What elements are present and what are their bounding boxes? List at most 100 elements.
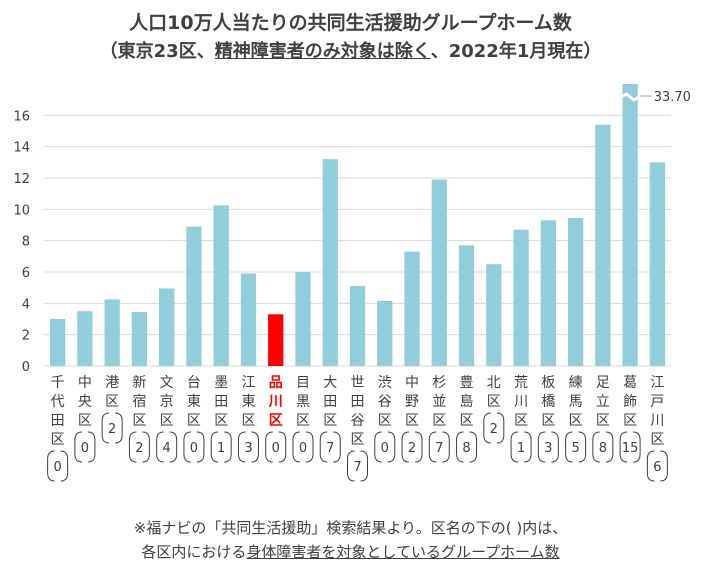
category-count: 5: [571, 441, 579, 456]
category-label: 中: [78, 375, 92, 391]
category-count: 0: [190, 441, 198, 456]
count-paren-close: [633, 431, 641, 463]
y-tick-label: 4: [22, 297, 30, 312]
count-paren-open: [319, 431, 328, 463]
count-paren-close: [360, 450, 368, 482]
bar: [49, 319, 66, 366]
category-count: 7: [326, 441, 334, 456]
category-label: 文: [160, 375, 174, 391]
category-label: 馬: [569, 394, 583, 410]
category-label: 飾: [623, 394, 637, 410]
category-count: 0: [81, 441, 89, 456]
category-label: 野: [405, 394, 419, 410]
category-label: 谷: [378, 394, 392, 410]
category-label: 区: [378, 413, 392, 429]
category-label: 戸: [650, 394, 664, 410]
category-label: 田: [214, 394, 228, 410]
subtitle-prefix: （東京23区、: [99, 41, 215, 62]
category-label: 代: [51, 394, 65, 410]
category-label: 京: [160, 394, 174, 410]
count-paren-close: [278, 431, 287, 463]
category-count: 3: [244, 441, 252, 456]
category-label: 区: [132, 413, 146, 429]
footnote-line2: 各区内における身体障害者を対象としているグループホーム数: [0, 541, 701, 562]
count-paren-close: [605, 431, 614, 463]
bar: [322, 159, 338, 366]
count-paren-open: [619, 431, 628, 463]
count-paren-close: [578, 431, 587, 463]
chart-subtitle: （東京23区、精神障害者のみ対象は除く、2022年1月現在）: [0, 37, 701, 63]
bar: [240, 273, 257, 366]
count-paren-open: [210, 431, 219, 463]
category-label: 川: [268, 394, 283, 410]
count-paren-close: [524, 431, 532, 463]
count-paren-close: [142, 431, 150, 463]
bar: [268, 314, 284, 366]
count-paren-close: [224, 431, 232, 463]
category-count: 0: [381, 441, 389, 456]
category-label: 墨: [214, 375, 228, 391]
category-label: 島: [460, 394, 474, 410]
category-label: 田: [51, 413, 65, 429]
y-tick-label: 12: [13, 172, 30, 187]
bar: [458, 245, 475, 366]
axis-break-mark: [618, 92, 642, 102]
category-label: 区: [432, 413, 446, 429]
count-paren-close: [305, 431, 314, 463]
category-count: 1: [517, 441, 525, 456]
category-label: 宿: [132, 393, 146, 410]
category-label: 川: [650, 413, 664, 429]
category-label: 江: [241, 375, 255, 391]
count-paren-close: [196, 431, 205, 463]
category-label: 区: [296, 413, 310, 429]
category-label: 区: [569, 413, 583, 429]
count-paren-close: [251, 431, 259, 463]
bar: [77, 311, 93, 366]
category-label: 区: [623, 413, 637, 429]
category-label: 港: [105, 375, 119, 391]
category-label: 荒: [514, 375, 528, 391]
category-label: 千: [51, 375, 65, 391]
count-paren-open: [74, 431, 82, 463]
count-paren-close: [469, 431, 478, 463]
chart-title: 人口10万人当たりの共同生活援助グループホーム数: [129, 12, 572, 34]
category-label: 区: [460, 413, 474, 429]
bar: [595, 124, 611, 366]
category-label: 練: [569, 375, 583, 391]
count-paren-open: [101, 412, 110, 444]
count-paren-open: [265, 431, 273, 463]
footnote-line1: ※福ナビの「共同生活援助」検索結果より。区名の下の( )内は、: [133, 519, 568, 537]
category-label: 区: [214, 413, 228, 429]
category-count: 6: [653, 460, 661, 475]
bar: [104, 299, 120, 366]
count-paren-open: [183, 431, 191, 463]
count-paren-close: [496, 412, 505, 444]
category-count: 4: [163, 441, 171, 456]
subtitle-suffix: 、2022年1月現在）: [430, 41, 602, 62]
category-label: 区: [51, 432, 65, 448]
category-label: 区: [78, 413, 92, 429]
count-paren-open: [592, 431, 600, 463]
category-label: 品: [269, 375, 283, 391]
category-count: 2: [490, 422, 498, 437]
category-label: 大: [323, 375, 337, 391]
category-label: 区: [351, 432, 365, 448]
y-tick-label: 14: [13, 141, 30, 156]
bar: [431, 179, 447, 366]
category-label: 目: [296, 375, 310, 391]
count-paren-close: [87, 431, 96, 463]
bar: [540, 220, 556, 366]
count-paren-open: [483, 412, 491, 444]
category-count: 2: [135, 441, 143, 456]
category-count: 7: [353, 460, 361, 475]
count-paren-close: [115, 412, 123, 444]
category-label: 区: [405, 413, 419, 429]
count-paren-close: [551, 431, 559, 463]
category-label: 区: [241, 413, 255, 429]
category-labels: 千代田区0中央区0港区2新宿区2文京区4台東区0墨田区1江東区3品川区0目黒区0…: [47, 375, 668, 482]
category-count: 2: [108, 422, 116, 437]
category-label: 豊: [460, 375, 474, 391]
count-paren-open: [428, 431, 437, 463]
category-label: 田: [351, 394, 365, 410]
